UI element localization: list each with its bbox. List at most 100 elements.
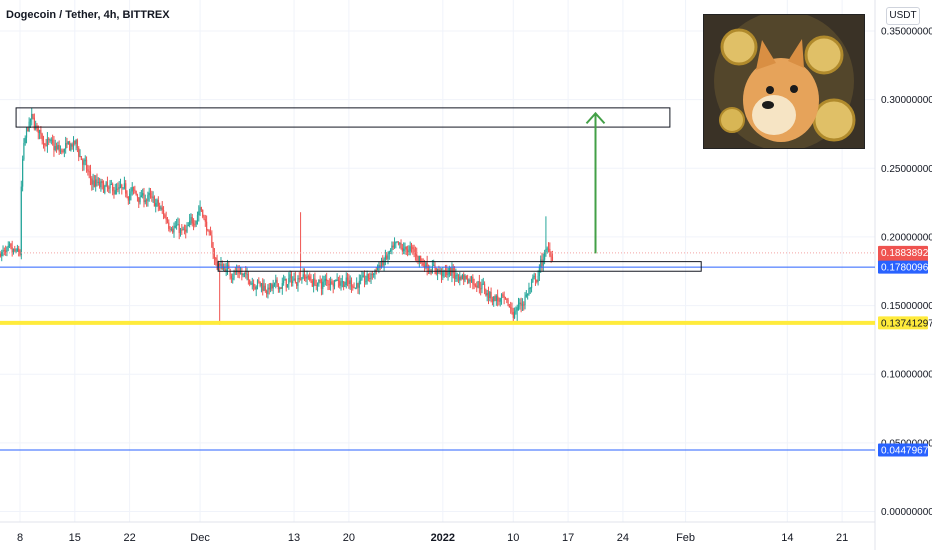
candle-body (487, 293, 490, 298)
candle-body (536, 279, 538, 282)
candle-body (422, 263, 424, 266)
candle-body (371, 274, 373, 276)
candle-body (40, 129, 42, 135)
candle-body (62, 150, 64, 152)
price-label-3: 0.04479676 (881, 445, 932, 456)
candle-body (92, 180, 94, 185)
candle-body (409, 246, 411, 252)
candle-body (189, 220, 191, 226)
y-tick-label: 0.30000000 (881, 95, 932, 106)
candle-body (118, 186, 120, 189)
price-label-bg-2 (878, 316, 928, 330)
candle-body (277, 283, 279, 290)
candle-body (183, 228, 186, 230)
y-tick-label: 0.10000000 (881, 370, 932, 381)
candle-body (162, 210, 165, 215)
candle-body (185, 229, 187, 232)
candle-body (379, 265, 381, 268)
candle-body (52, 139, 54, 143)
candle-body (530, 282, 533, 289)
candle-body (143, 193, 145, 203)
candle-body (113, 191, 115, 195)
candle-body (328, 284, 330, 286)
candle-body (362, 275, 364, 278)
candle-body (313, 278, 315, 287)
candle-body (469, 279, 471, 282)
candle-body (115, 188, 118, 191)
candle-body (37, 125, 39, 134)
candle-body (255, 286, 257, 290)
candle-body (32, 113, 34, 118)
candle-body (511, 308, 513, 313)
candle-body (537, 275, 539, 282)
y-tick-label: 0.25000000 (881, 164, 932, 175)
currency-selector[interactable]: USDT (886, 7, 920, 25)
candle-body (545, 249, 547, 254)
candle-body (161, 207, 163, 211)
candle-body (29, 119, 32, 122)
candle-body (59, 150, 62, 152)
candle-body (316, 283, 319, 286)
candle-body (260, 283, 263, 286)
candle-body (225, 269, 227, 272)
candle-body (302, 274, 304, 278)
candle-body (190, 217, 192, 221)
candle-body (515, 310, 517, 312)
candle-body (547, 248, 550, 250)
candle-body (283, 280, 285, 284)
candle-body (320, 281, 323, 289)
candle-body (42, 140, 45, 144)
candle-body (101, 181, 103, 184)
zone-box-1 (217, 261, 702, 272)
candle-body (176, 224, 178, 226)
candle-body (510, 307, 512, 309)
candle-body (335, 279, 337, 281)
candle-body (340, 282, 342, 286)
candle-body (182, 228, 184, 231)
candle-body (453, 272, 456, 279)
candle-body (132, 186, 135, 190)
candle-body (477, 281, 479, 288)
candle-body (61, 150, 63, 152)
candle-body (276, 279, 278, 284)
candle-body (332, 283, 334, 287)
candle-body (209, 232, 212, 236)
candle-body (452, 268, 454, 273)
candle-body (127, 196, 129, 201)
candle-body (229, 269, 231, 277)
candle-body (455, 275, 457, 279)
y-tick-label: 0.15000000 (881, 301, 932, 312)
candle-body (314, 278, 316, 285)
candle-body (404, 246, 406, 249)
candle-body (303, 274, 306, 277)
candle-body (220, 263, 222, 266)
candle-body (502, 294, 504, 296)
candle-body (392, 245, 394, 248)
candle-body (528, 288, 530, 295)
candle-body (410, 246, 413, 248)
candle-body (207, 230, 209, 232)
candle-body (170, 228, 172, 230)
candle-body (465, 275, 467, 279)
candle-body (174, 225, 176, 228)
candle-body (195, 220, 197, 225)
candle-body (360, 279, 362, 281)
candle-body (258, 280, 260, 282)
candle-body (463, 274, 465, 281)
candle-body (136, 195, 139, 198)
candle-body (14, 248, 16, 251)
candle-body (517, 303, 520, 308)
candle-body (405, 246, 407, 250)
candle-body (50, 139, 52, 141)
candle-body (75, 139, 77, 144)
candle-body (374, 270, 376, 274)
y-tick-label: 0.35000000 (881, 26, 932, 37)
candle-body (196, 215, 199, 221)
candle-body (519, 302, 521, 304)
candle-body (173, 227, 175, 233)
candle-body (91, 178, 93, 185)
candle-body (540, 259, 542, 267)
candle-body (49, 140, 51, 142)
candle-body (464, 275, 466, 281)
